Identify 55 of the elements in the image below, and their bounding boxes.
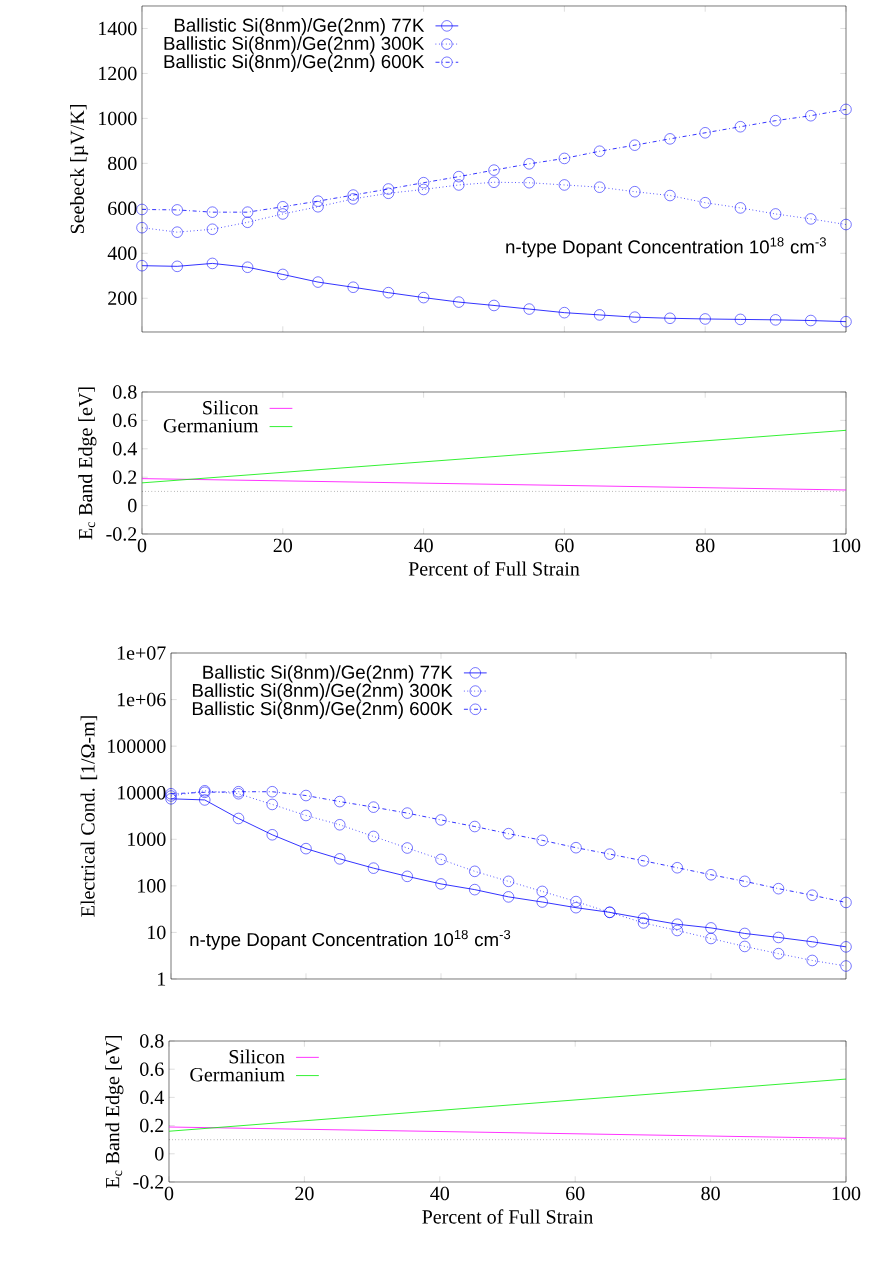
- legend-label: Silicon: [229, 1049, 285, 1064]
- y-axis-title: E$_{c}$ Band Edge [eV]: [78, 387, 97, 540]
- x-tick-label: 60: [566, 1186, 585, 1201]
- annotation: n-type Dopant Concentration 10$^{18}$ cm$^{-3}$: [506, 237, 826, 258]
- annotation: n-type Dopant Concentration 10$^{18}$ cm$^{-3}$: [190, 929, 511, 950]
- y-tick-label: 200: [108, 291, 137, 306]
- y-tick-label: 1000: [128, 832, 166, 847]
- y-tick-label: 100000: [108, 739, 166, 753]
- x-tick-label: 60: [555, 538, 574, 553]
- legend-label: Ballistic Si(8nm)/Ge(2nm) 300K: [192, 683, 453, 701]
- y-tick-label: 0: [128, 498, 137, 513]
- legend-label: Silicon: [203, 400, 259, 415]
- x-tick-label: 100: [832, 538, 861, 553]
- x-tick-label: 20: [273, 538, 293, 553]
- x-axis-title: Percent of Full Strain: [408, 561, 580, 576]
- y-tick-label: -0.2: [106, 527, 137, 541]
- y-tick-label: 10000: [118, 785, 166, 800]
- y-tick-label: 1000: [99, 111, 137, 126]
- y-axis-title: Seebeck [µV/K]: [70, 105, 89, 234]
- y-tick-label: 1e+07: [117, 646, 166, 660]
- y-tick-label: 1400: [99, 21, 137, 36]
- y-tick-label: 0.4: [113, 442, 137, 456]
- y-tick-label: 800: [108, 156, 137, 171]
- y-tick-label: 0.2: [140, 1118, 164, 1133]
- x-tick-label: 100: [832, 1186, 861, 1201]
- x-tick-label: 40: [414, 538, 433, 553]
- legend-label: Ballistic Si(8nm)/Ge(2nm) 600K: [192, 701, 453, 719]
- x-tick-label: 80: [701, 1186, 720, 1201]
- y-axis-title: Electrical Cond. [1/Ω-m]: [80, 716, 98, 917]
- y-tick-label: 1e+06: [117, 692, 166, 707]
- legend-label: Germanium: [190, 1067, 285, 1082]
- y-tick-label: 0.2: [113, 470, 137, 484]
- legend-label: Ballistic Si(8nm)/Ge(2nm) 600K: [164, 54, 425, 72]
- x-tick-label: 80: [695, 538, 715, 553]
- y-tick-label: 600: [108, 201, 137, 216]
- x-tick-label: 20: [295, 1186, 314, 1201]
- y-tick-label: 100: [138, 879, 166, 893]
- legend-label: Germanium: [163, 418, 259, 433]
- y-tick-label: 0.4: [140, 1090, 164, 1105]
- legend-label: Ballistic Si(8nm)/Ge(2nm) 77K: [203, 665, 453, 683]
- y-tick-label: 0: [155, 1147, 164, 1161]
- legend-label: Ballistic Si(8nm)/Ge(2nm) 77K: [174, 18, 425, 36]
- y-tick-label: 0.8: [140, 1034, 164, 1048]
- y-tick-label: 400: [107, 246, 137, 261]
- x-axis-title: Percent of Full Strain: [422, 1209, 594, 1224]
- y-tick-label: -0.2: [133, 1175, 164, 1189]
- y-tick-label: 0.8: [113, 385, 137, 399]
- y-tick-label: 1200: [99, 66, 137, 81]
- y-tick-label: 0.6: [140, 1062, 164, 1076]
- legend-label: Ballistic Si(8nm)/Ge(2nm) 300K: [164, 36, 425, 54]
- y-tick-label: 0.6: [113, 413, 137, 428]
- y-axis-title: E$_{c}$ Band Edge [eV]: [105, 1035, 124, 1188]
- y-tick-label: 1: [158, 972, 166, 986]
- x-tick-label: 40: [430, 1186, 450, 1201]
- y-tick-label: 10: [148, 925, 166, 940]
